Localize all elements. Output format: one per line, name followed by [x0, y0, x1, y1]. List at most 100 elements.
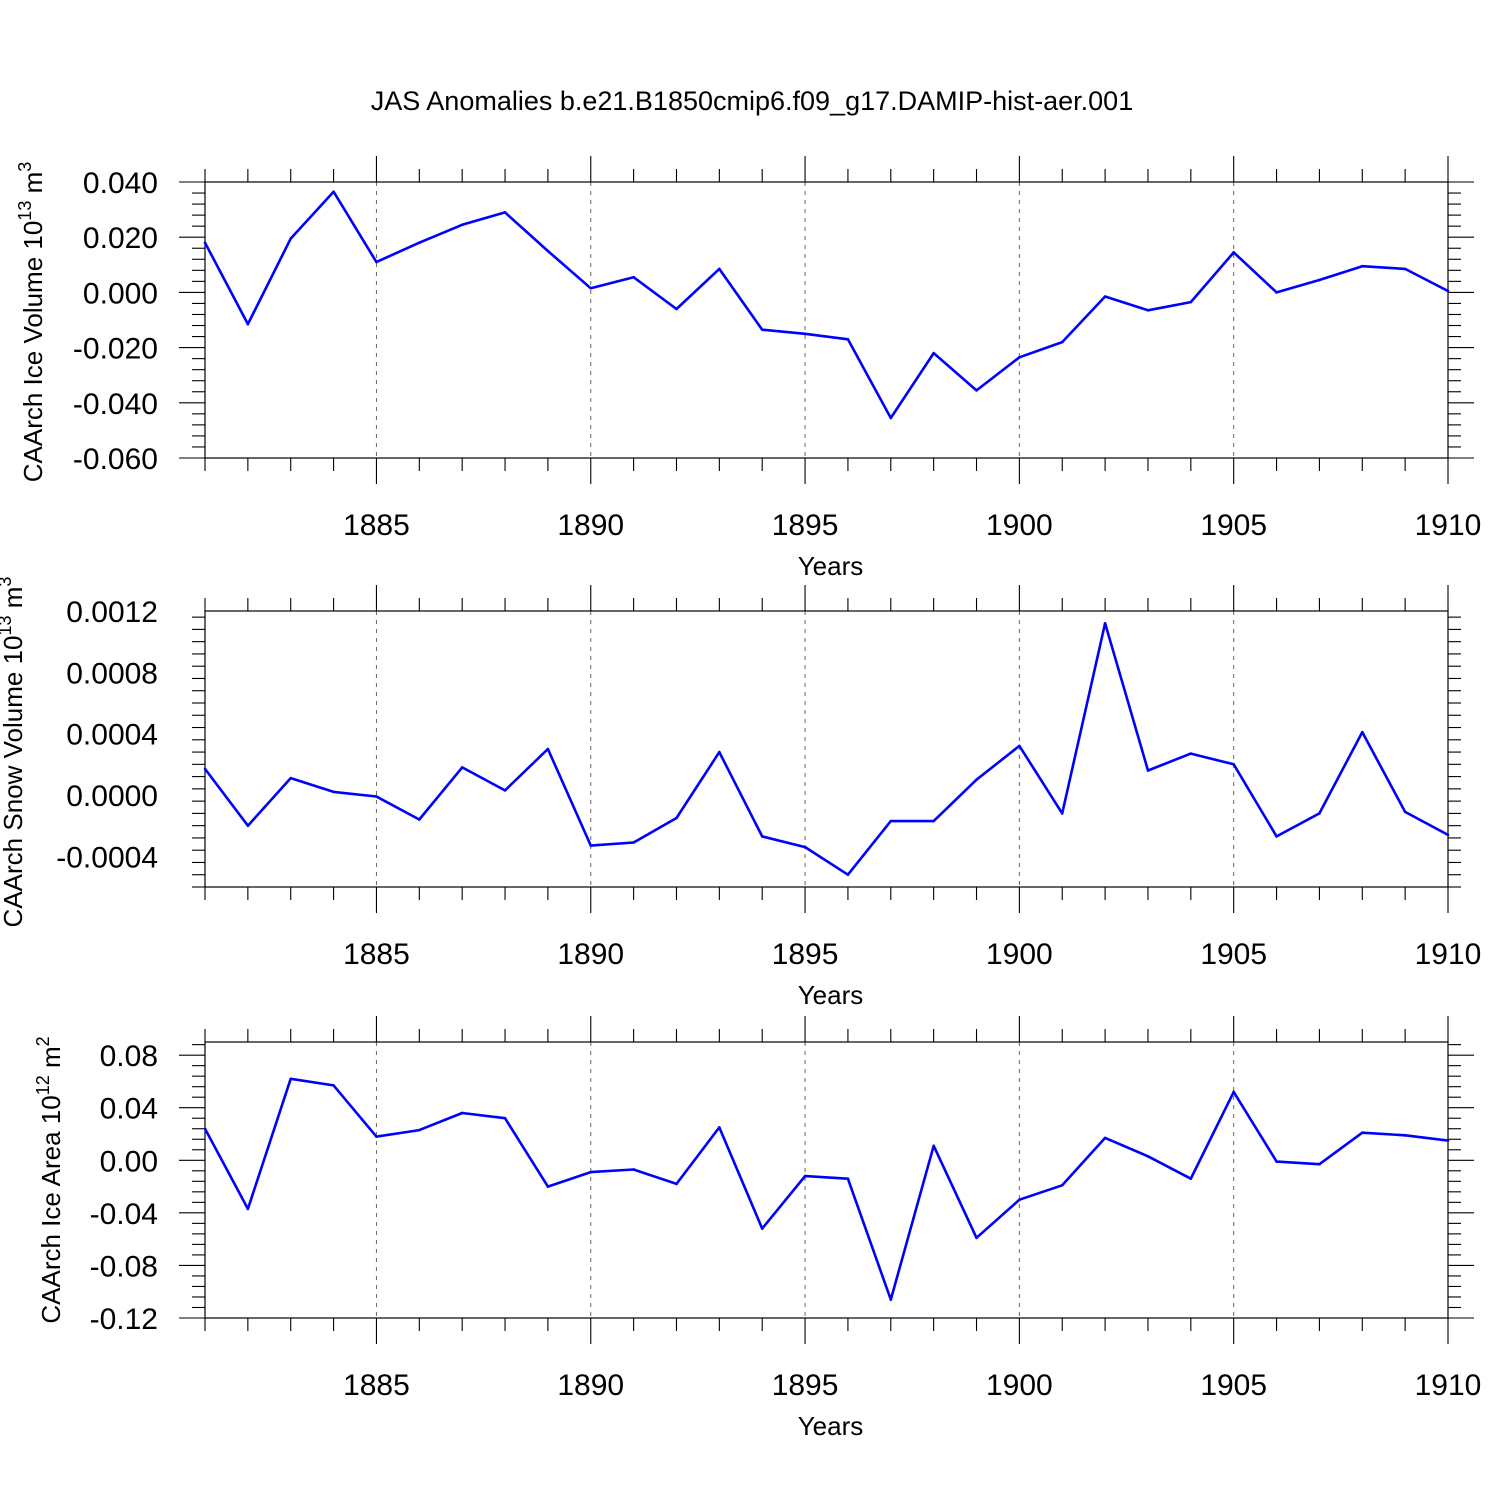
x-tick-label: 1900 [986, 509, 1053, 542]
y-tick-label: 0.08 [100, 1040, 158, 1073]
data-point [675, 1182, 678, 1186]
y-tick-label: 0.00 [100, 1145, 158, 1178]
y-tick-label: 0.040 [83, 167, 158, 200]
data-point [932, 1144, 935, 1148]
data-point [546, 1185, 550, 1188]
data-point [1103, 621, 1107, 625]
data-point [418, 818, 421, 821]
data-point [375, 1135, 378, 1138]
x-tick-label: 1900 [986, 938, 1053, 971]
y-axis-label-exp: 13 [0, 615, 15, 635]
x-tick-label: 1890 [557, 509, 624, 542]
plot-frame [204, 181, 1449, 459]
data-point [1189, 752, 1193, 755]
data-point [1275, 1160, 1278, 1163]
data-point [1360, 264, 1364, 268]
x-tick-label: 1905 [1200, 938, 1267, 971]
y-tick-label: 0.0008 [66, 657, 158, 690]
data-point [418, 241, 421, 245]
data-point [975, 778, 978, 781]
data-point [1275, 835, 1278, 838]
series-line-ice-volume [203, 190, 1449, 420]
data-point [246, 824, 250, 827]
data-point [760, 835, 764, 838]
x-tick-label: 1910 [1415, 509, 1482, 542]
y-axis-label-exp: 13 [15, 201, 35, 221]
y-axis-label-exp: 12 [33, 1075, 53, 1095]
y-axis-label-unit: m [0, 587, 28, 616]
data-point [1318, 1162, 1321, 1166]
y-tick-label: -0.040 [73, 388, 158, 421]
x-tick-label: 1895 [772, 938, 839, 971]
data-point [718, 750, 721, 754]
data-point [1018, 744, 1021, 748]
data-point [460, 223, 464, 227]
data-point [1103, 1136, 1107, 1140]
y-tick-label: 0.0004 [66, 719, 158, 752]
data-point [1232, 251, 1235, 254]
data-point [503, 1116, 507, 1120]
data-point [803, 1174, 807, 1178]
panel-ice-volume: 1885 1890 1895 1900 1905 1910 Years 0.040 0.020 0… [15, 156, 1481, 581]
panel-ice-area: 1885 1890 1895 1900 1905 1910 Years 0.08 0.04 0.0… [33, 1016, 1481, 1441]
data-point [1018, 355, 1021, 359]
data-point [1275, 291, 1278, 294]
x-tick-label: 1890 [557, 938, 624, 971]
x-tick-label: 1885 [343, 509, 410, 542]
data-point [846, 1177, 850, 1180]
data-point [1189, 300, 1193, 304]
x-tick-label: 1895 [772, 1369, 839, 1402]
data-point [1060, 1183, 1064, 1187]
data-point [289, 776, 293, 780]
data-point [632, 1168, 635, 1171]
data-point [632, 275, 635, 279]
data-point [675, 816, 678, 820]
x-tick-label: 1895 [772, 509, 839, 542]
y-axis-label-unit: m [36, 1046, 66, 1075]
data-point [589, 1170, 593, 1174]
y-axis-label-text: CAArch Ice Volume 10 [18, 221, 48, 483]
y-tick-label: -0.12 [90, 1303, 158, 1336]
data-point [846, 338, 850, 341]
data-point [246, 322, 250, 326]
data-point [675, 307, 678, 311]
data-point [503, 211, 507, 214]
x-tick-label: 1905 [1200, 509, 1267, 542]
data-point [718, 267, 721, 271]
data-point [760, 328, 764, 331]
data-point [1360, 730, 1364, 734]
y-axis-label: CAArch Snow Volume 1013 m3 [0, 577, 28, 928]
series-line-snow-volume [203, 621, 1449, 877]
data-point [932, 819, 935, 823]
data-point [203, 1127, 207, 1131]
y-tick-label: -0.0004 [56, 841, 158, 874]
x-axis-label: Years [798, 1411, 864, 1441]
data-point [332, 790, 335, 794]
data-point [889, 416, 893, 420]
data-point [1403, 1134, 1407, 1137]
data-point [460, 1111, 464, 1115]
y-axis-label: CAArch Ice Volume 1013 m3 [15, 162, 48, 483]
data-point [975, 1236, 978, 1240]
data-point [803, 332, 807, 336]
x-tick-label: 1905 [1200, 1369, 1267, 1402]
data-point [1232, 1090, 1235, 1094]
y-axis-label-unit: m [18, 172, 48, 201]
data-point [889, 819, 893, 823]
data-point [1446, 833, 1450, 837]
y-axis-label-text: CAArch Ice Area 10 [36, 1095, 66, 1323]
chart-title: JAS Anomalies b.e21.B1850cmip6.f09_g17.D… [371, 86, 1133, 116]
x-axis-label: Years [798, 551, 864, 581]
data-point [332, 1084, 335, 1087]
data-point [889, 1298, 893, 1301]
data-point [1146, 1155, 1150, 1158]
data-point [803, 845, 807, 849]
data-point [1146, 769, 1150, 772]
data-point [1060, 340, 1064, 344]
x-tick-label: 1885 [343, 1369, 410, 1402]
plot-frame [204, 610, 1449, 888]
y-tick-label: -0.04 [90, 1198, 158, 1231]
data-point [1403, 267, 1407, 271]
x-tick-label: 1910 [1415, 938, 1482, 971]
data-point [1318, 278, 1321, 282]
